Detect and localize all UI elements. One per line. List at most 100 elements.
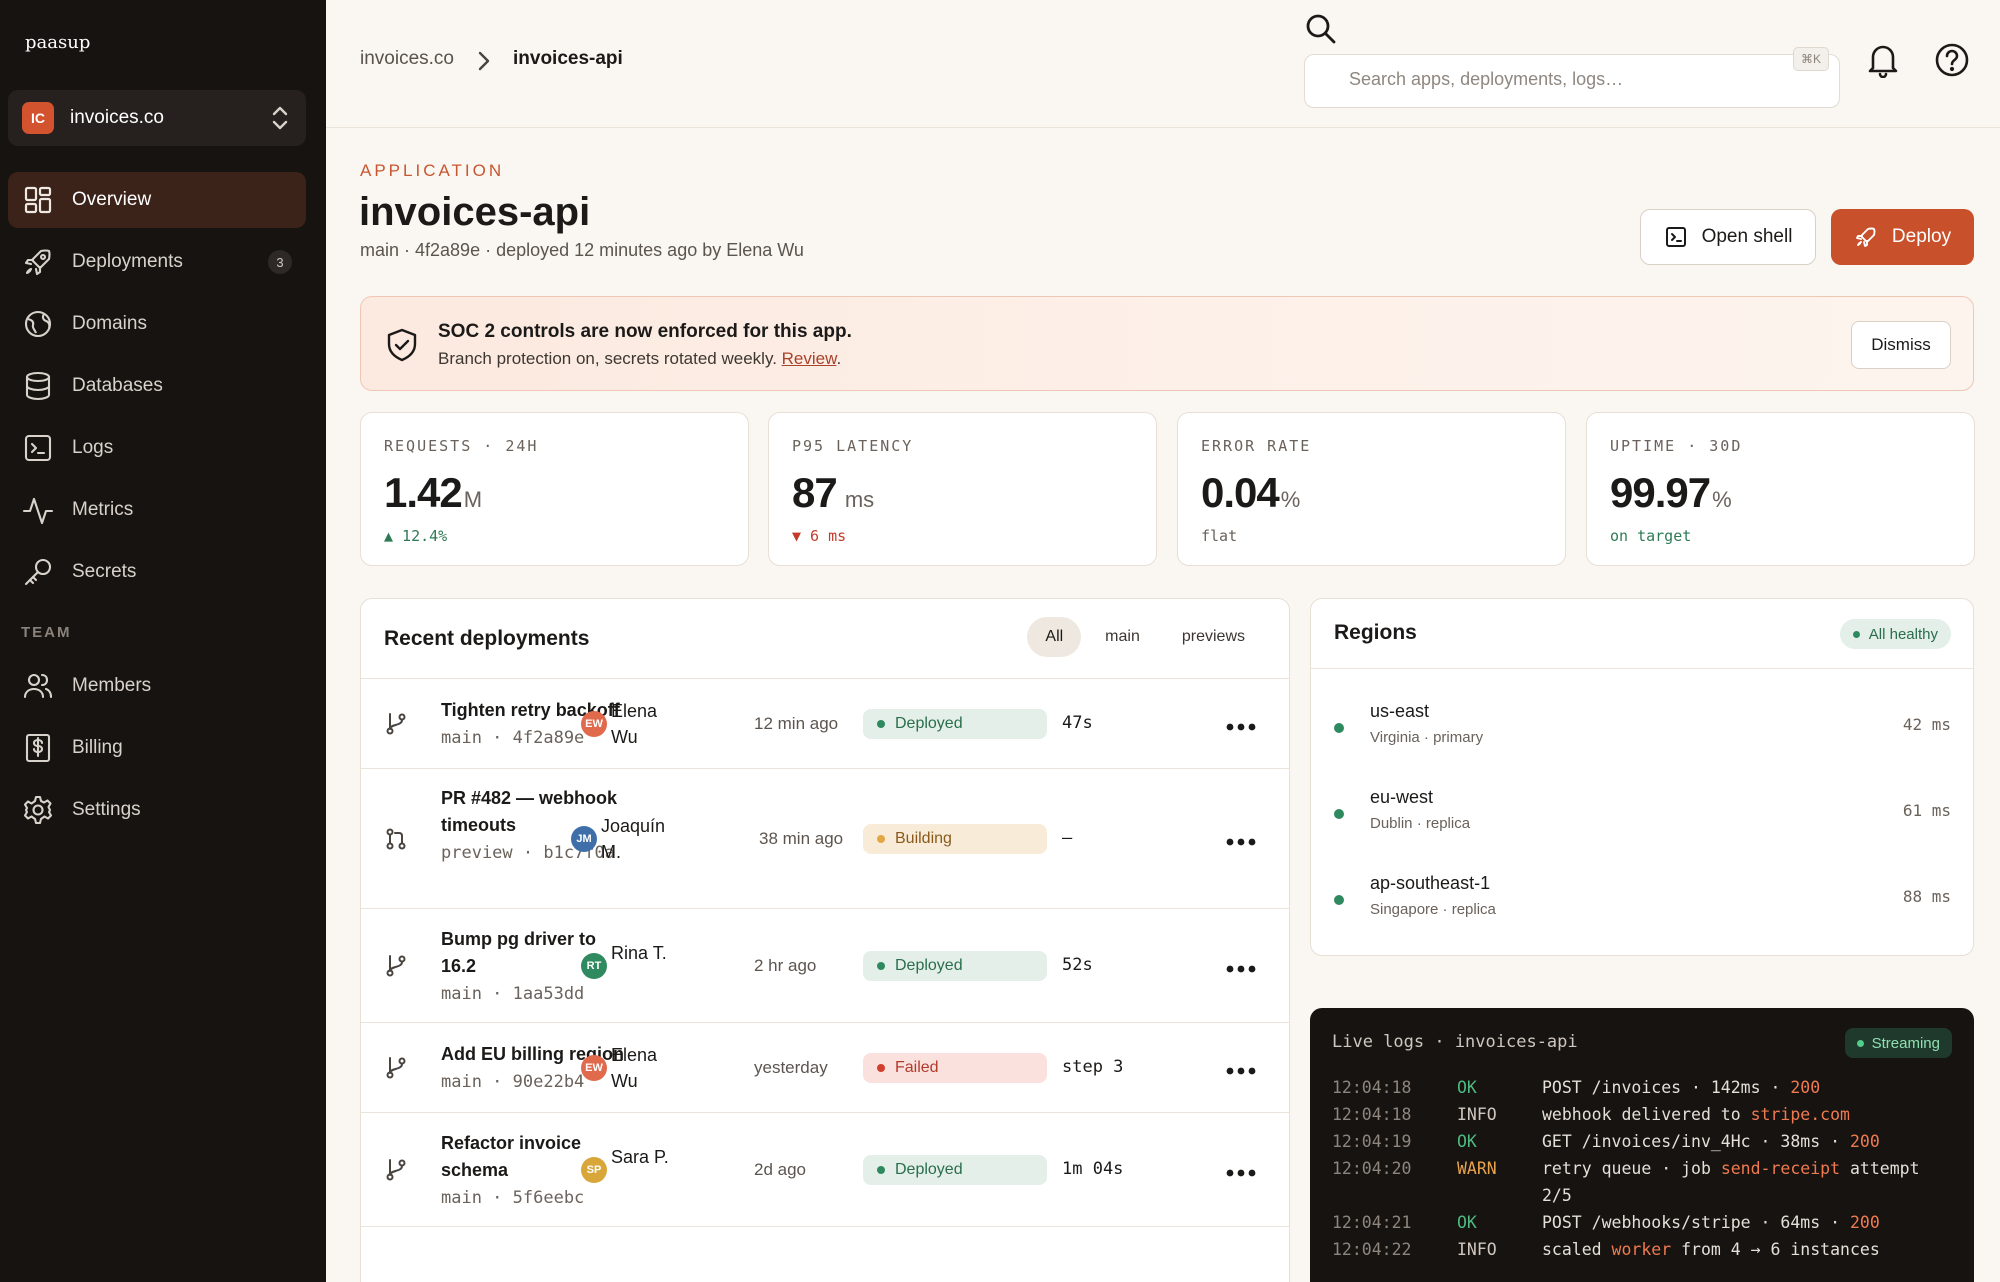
stat-unit: % (1712, 487, 1732, 512)
region-item[interactable]: ap-southeast-1 Singapore · replica 88 ms (1311, 869, 1973, 929)
more-options-icon[interactable] (1226, 961, 1256, 973)
deployment-author: Elena Wu (611, 701, 658, 747)
deployment-author: Sara P. (611, 1147, 669, 1167)
status-badge: Building (863, 824, 1047, 854)
health-badge-label: All healthy (1868, 625, 1938, 643)
log-level: INFO (1457, 1240, 1497, 1259)
sidebar-item-settings[interactable]: Settings (8, 782, 306, 838)
filter-all[interactable]: All (1027, 617, 1082, 657)
search-box[interactable]: ⌘K (1304, 47, 1840, 108)
log-timestamp: 12:04:18 (1332, 1105, 1412, 1124)
log-fragment: 200 (1849, 1132, 1880, 1151)
status-dot (877, 1166, 885, 1174)
more-options-icon[interactable] (1226, 1063, 1256, 1075)
stat-card: P95 LATENCY 87 ms ▼ 6 ms (768, 412, 1157, 566)
deployment-title: PR #482 — webhook timeouts (441, 788, 618, 835)
rocket-icon (1855, 227, 1876, 247)
log-message: 2/5 (1542, 1182, 1572, 1209)
stat-value: 99.97% (1610, 469, 1732, 517)
stat-number: 87 (792, 469, 838, 516)
deployment-row[interactable]: Add EU billing region main · 90e22b4 EW Ele… (361, 1023, 1289, 1113)
status-label: Failed (895, 1059, 939, 1076)
more-options-icon[interactable] (1226, 834, 1256, 846)
sidebar-item-billing[interactable]: Billing (8, 720, 306, 776)
more-options-icon[interactable] (1226, 719, 1256, 731)
sidebar-item-members[interactable]: Members (8, 658, 306, 714)
deployment-title-block: PR #482 — webhook timeouts preview · b1c7… (441, 785, 636, 867)
deployment-ref: main · 1aa53dd (441, 983, 585, 1004)
chevron-right-icon (478, 51, 490, 71)
org-switcher[interactable]: IC invoices.co (8, 90, 306, 146)
sidebar-item-label: Overview (72, 189, 152, 210)
deployment-row[interactable]: Bump pg driver to 16.2 main · 1aa53dd RT Ri… (361, 909, 1289, 1023)
status-dot (1856, 1039, 1864, 1047)
avatar: SP (581, 1157, 607, 1183)
help-icon[interactable] (1934, 42, 1970, 78)
deployment-author: Elena Wu (611, 1045, 658, 1091)
breadcrumb-parent[interactable]: invoices.co (360, 48, 454, 69)
log-message: retry queue · job send-receipt attempt (1542, 1155, 1920, 1182)
sidebar-item-overview[interactable]: Overview (8, 172, 306, 228)
search-icon[interactable] (1304, 12, 1338, 46)
region-item[interactable]: us-east Virginia · primary 42 ms (1311, 697, 1973, 757)
sidebar-item-label: Logs (72, 437, 114, 458)
log-message: GET /invoices/inv_4Hc · 38ms · 200 (1542, 1128, 1880, 1155)
branch-icon (383, 1055, 409, 1081)
shield-check-icon (387, 328, 417, 362)
stat-label: ERROR RATE (1201, 437, 1312, 455)
stat-trend: ▼ 6 ms (792, 527, 847, 545)
status-badge: Deployed (863, 709, 1047, 739)
status-dot (1334, 809, 1344, 819)
avatar: EW (581, 1055, 607, 1081)
filter-previews[interactable]: previews (1181, 628, 1245, 645)
banner-punct: . (836, 349, 842, 368)
region-description: Singapore · replica (1370, 901, 1496, 918)
stat-card: REQUESTS · 24H 1.42M ▲ 12.4% (360, 412, 749, 566)
filter-main[interactable]: main (1105, 628, 1140, 645)
deployment-author: Joaquín M. (601, 816, 666, 862)
sidebar-item-deployments[interactable]: Deployments 3 (8, 234, 306, 290)
deployment-title-block: Refactor invoice schema main · 5f6eebc (441, 1130, 636, 1212)
search-input[interactable] (1349, 69, 1749, 90)
region-item[interactable]: eu-west Dublin · replica 61 ms (1311, 783, 1973, 843)
stat-label: REQUESTS · 24H (384, 437, 539, 455)
activity-icon (22, 494, 54, 526)
bell-icon[interactable] (1866, 42, 1900, 78)
log-message: webhook delivered to stripe.com (1542, 1101, 1850, 1128)
status-label: Deployed (895, 957, 963, 974)
log-level: OK (1457, 1078, 1477, 1097)
sidebar-item-label: Metrics (72, 499, 134, 520)
page-title: invoices-api (359, 190, 591, 234)
region-description: Dublin · replica (1370, 815, 1471, 832)
avatar: EW (581, 711, 607, 737)
deployment-age: yesterday (754, 1058, 828, 1077)
review-link[interactable]: Review (781, 349, 837, 368)
branch-icon (383, 953, 409, 979)
streaming-badge: Streaming (1844, 1028, 1952, 1058)
sidebar-item-label: Secrets (72, 561, 137, 582)
log-level: WARN (1457, 1159, 1497, 1178)
open-shell-button[interactable]: Open shell (1640, 209, 1816, 265)
status-dot (877, 1064, 885, 1072)
sidebar-item-secrets[interactable]: Secrets (8, 544, 306, 600)
status-dot (1852, 630, 1860, 638)
more-options-icon[interactable] (1226, 1165, 1256, 1177)
sidebar-item-metrics[interactable]: Metrics (8, 482, 306, 538)
sidebar-item-logs[interactable]: Logs (8, 420, 306, 476)
deployment-row[interactable]: Tighten retry backoff main · 4f2a89e EW Ele… (361, 679, 1289, 769)
sidebar-item-domains[interactable]: Domains (8, 296, 306, 352)
region-latency: 42 ms (1902, 715, 1951, 734)
log-fragment: POST /invoices · 142ms · (1542, 1078, 1791, 1097)
deployment-row[interactable]: PR #482 — webhook timeouts preview · b1c7… (361, 769, 1289, 909)
deployment-ref: preview · b1c7f0a (441, 843, 615, 863)
deploy-button[interactable]: Deploy (1831, 209, 1974, 265)
dismiss-button[interactable]: Dismiss (1851, 321, 1951, 369)
brand-logo[interactable]: paasup (25, 32, 91, 53)
log-fragment: webhook delivered to (1542, 1105, 1751, 1124)
sidebar: paasup IC invoices.co Overview Deploymen… (0, 0, 326, 1282)
sidebar-item-databases[interactable]: Databases (8, 358, 306, 414)
deployment-row[interactable]: Refactor invoice schema main · 5f6eebc SP S… (361, 1113, 1289, 1227)
status-badge: Deployed (863, 951, 1047, 981)
stat-value: 0.04% (1201, 469, 1300, 517)
stat-trend: flat (1201, 527, 1238, 545)
